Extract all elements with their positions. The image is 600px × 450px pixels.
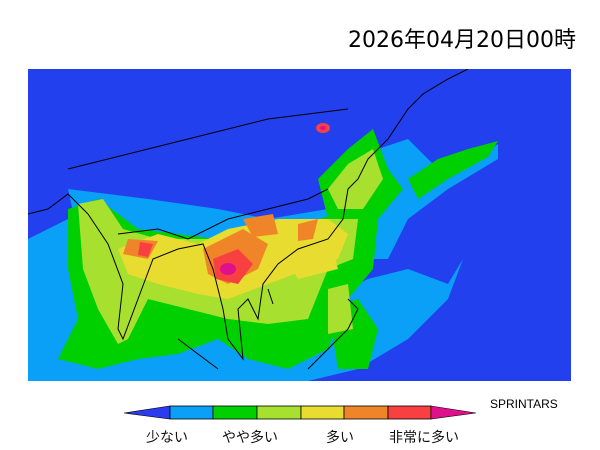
- colorbar-label-high: 多い: [326, 430, 354, 446]
- colorbar-segment-4: [300, 405, 345, 420]
- colorbar-label-moderate: やや多い: [222, 430, 278, 446]
- aerosol-map: [28, 69, 571, 381]
- colorbar-segment-6: [387, 405, 432, 420]
- model-credit: SPRINTARS: [490, 397, 558, 411]
- colorbar-label-very-high: 非常に多い: [389, 430, 459, 446]
- colorbar-segment-5: [343, 405, 389, 420]
- colorbar-segment-1: [169, 405, 214, 420]
- colorbar-segment-3: [256, 405, 302, 420]
- colorbar: [124, 405, 476, 420]
- colorbar-low-arrow: [124, 405, 171, 420]
- forecast-datetime: 2026年04月20日00時: [348, 28, 576, 53]
- colorbar-segment-2: [212, 405, 258, 420]
- coastlines-and-borders: [28, 69, 469, 370]
- level-peak-areas: [220, 126, 326, 275]
- colorbar-high-arrow: [430, 405, 476, 420]
- colorbar-label-low: 少ない: [146, 430, 188, 446]
